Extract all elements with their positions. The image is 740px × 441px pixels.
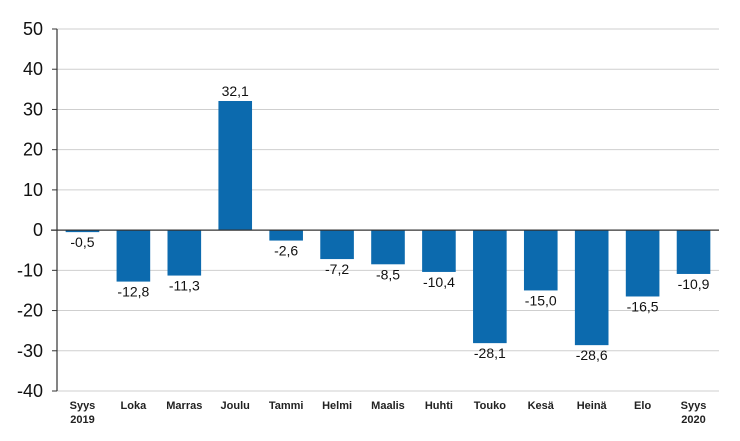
x-tick-label: Huhti [425,400,453,412]
data-label: -2,6 [274,243,298,259]
bar [523,230,558,291]
gridlines [57,28,719,392]
data-label: -7,2 [325,261,349,277]
data-label: 32,1 [222,83,249,99]
bar [574,230,609,346]
axes [51,28,719,392]
bar [676,230,711,274]
bar [473,230,507,344]
bar [320,230,354,260]
bar [625,230,660,297]
bar [167,230,202,276]
y-tick-label: -30 [17,341,43,361]
data-label: -15,0 [525,292,557,308]
data-label: -28,1 [474,345,506,361]
bars [65,100,711,346]
data-label: -12,8 [117,284,149,300]
x-tick-label: 2019 [70,414,94,426]
y-tick-label: 10 [23,180,43,200]
x-tick-label: Syys [70,400,96,412]
x-tick-label: Syys [681,400,707,412]
x-tick-label: Elo [634,400,651,412]
x-tick-label: Maalis [371,400,405,412]
y-tick-label: -40 [17,381,43,401]
data-label: -28,6 [576,347,608,363]
bar [116,230,151,282]
x-tick-label: Marras [166,400,202,412]
bar [371,230,405,265]
data-label: -10,9 [678,276,710,292]
y-tick-label: 0 [33,220,43,240]
x-tick-label: Helmi [322,400,352,412]
bar [422,230,456,272]
data-label: -10,4 [423,274,455,290]
x-tick-label: 2020 [681,414,705,426]
y-tick-label: 30 [23,99,43,119]
y-tick-label: 40 [23,59,43,79]
y-axis-ticks: 50 40 30 20 10 0 -10 -20 -30 -40 [17,19,43,401]
x-tick-label: Kesä [528,400,555,412]
data-label: -8,5 [376,266,400,282]
data-labels: -0,5 -12,8 -11,3 32,1 -2,6 -7,2 -8,5 -10,4 -28,1… [70,83,709,363]
bar [269,230,303,241]
x-axis-ticks: Syys 2019 Loka Marras Joulu Tammi Helmi Maalis H… [70,400,707,426]
x-tick-label: Tammi [269,400,304,412]
x-tick-label: Heinä [577,400,608,412]
data-label: -11,3 [169,278,200,294]
bar [218,100,253,231]
bar [65,230,100,233]
y-tick-label: -10 [17,260,43,280]
y-tick-label: 50 [23,19,43,39]
x-tick-label: Touko [474,400,506,412]
data-label: -16,5 [627,298,659,314]
data-label: -0,5 [70,234,94,250]
y-tick-label: -20 [17,301,43,321]
x-tick-label: Loka [121,400,148,412]
y-tick-label: 20 [23,140,43,160]
x-tick-label: Joulu [221,400,250,412]
